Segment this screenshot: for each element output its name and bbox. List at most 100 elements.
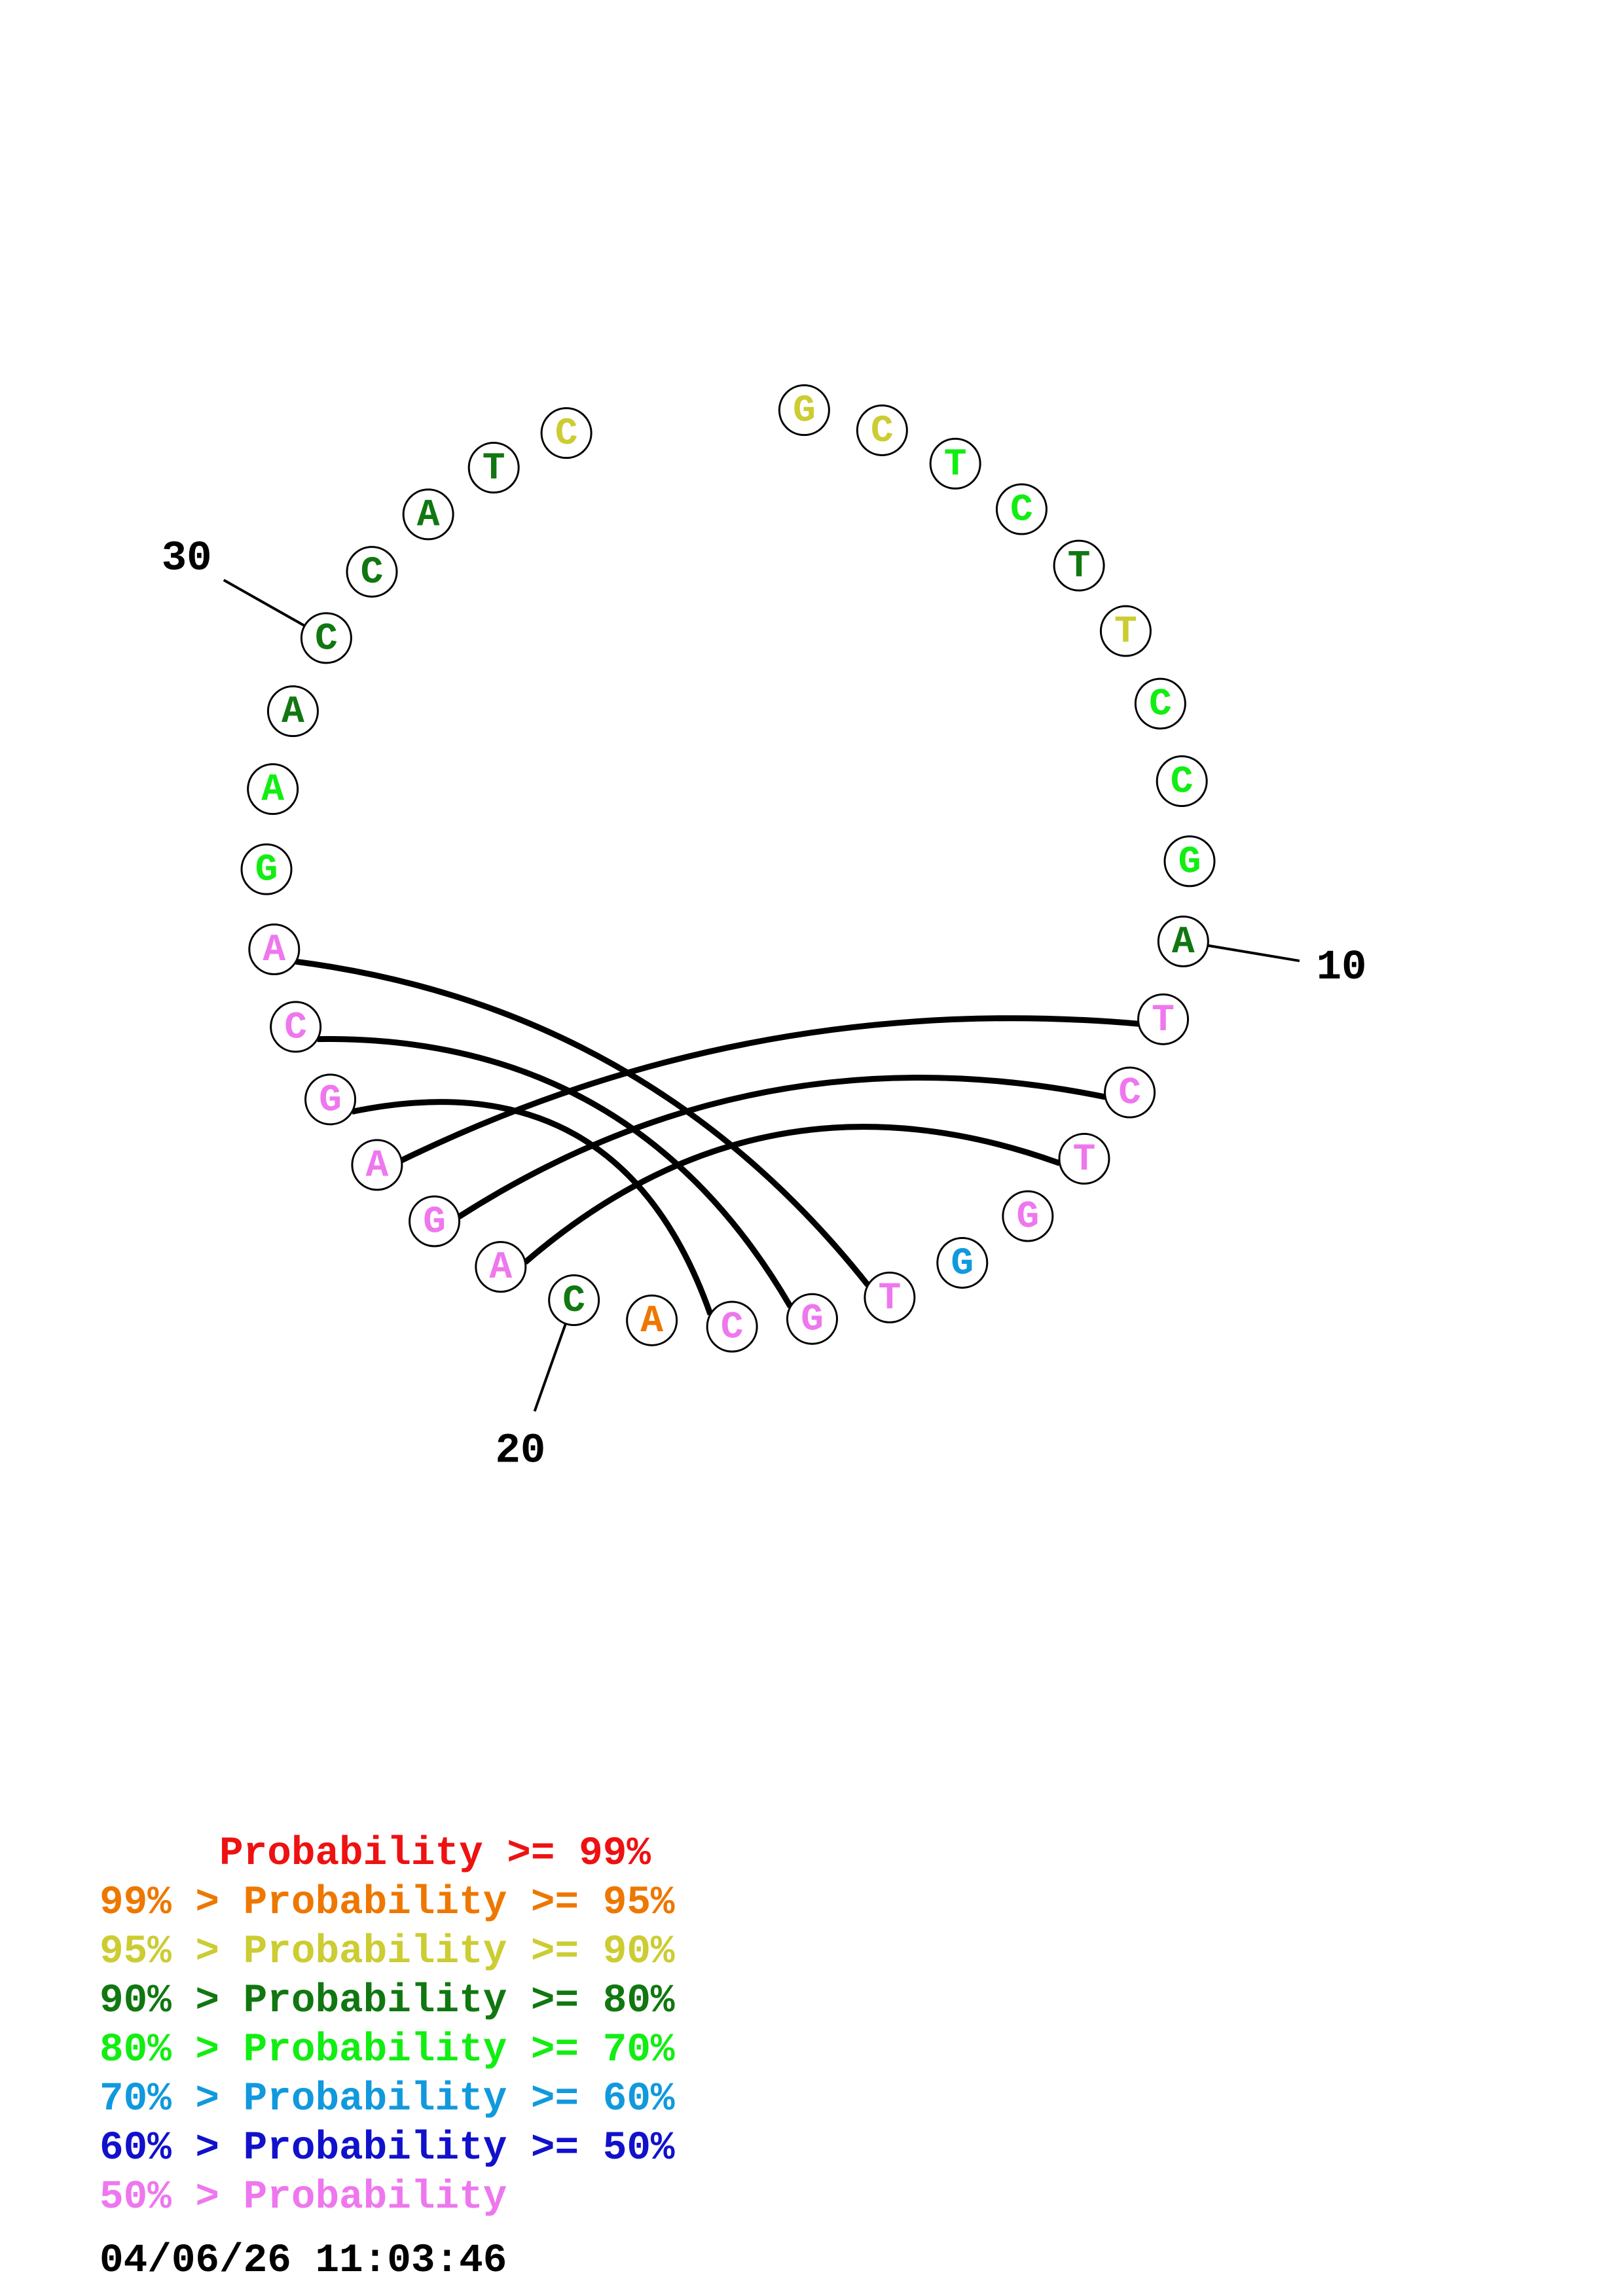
nucleotide-23: A bbox=[351, 1139, 403, 1191]
nucleotide-circle bbox=[786, 1293, 838, 1345]
nucleotide-2: C bbox=[856, 404, 908, 456]
nucleotide-letter: A bbox=[263, 929, 285, 972]
nucleotide-letter: T bbox=[878, 1278, 901, 1320]
legend-entry-p60: 70% > Probability >= 60% bbox=[100, 2077, 675, 2122]
nucleotide-circle bbox=[402, 488, 454, 541]
nucleotide-letter: A bbox=[282, 691, 304, 734]
nucleotide-34: C bbox=[540, 407, 593, 459]
nucleotide-16: T bbox=[864, 1271, 916, 1323]
pair-arc-18-24 bbox=[351, 1099, 714, 1316]
legend-entry-p70: 80% > Probability >= 70% bbox=[100, 2028, 675, 2073]
position-label-20: 20 bbox=[495, 1428, 545, 1475]
nucleotide-letter: T bbox=[483, 448, 505, 490]
nucleotide-letter: C bbox=[284, 1007, 307, 1049]
nucleotide-letter: C bbox=[1171, 761, 1194, 804]
nucleotide-17: G bbox=[786, 1293, 838, 1345]
legend-entry-plt50: 50% > Probability bbox=[100, 2175, 507, 2220]
nucleotide-letter: G bbox=[1016, 1196, 1039, 1239]
nucleotide-circle bbox=[248, 923, 301, 975]
nucleotide-circle bbox=[1157, 915, 1209, 967]
position-label-30: 30 bbox=[162, 535, 212, 583]
nucleotide-28: A bbox=[247, 763, 299, 816]
pair-arc-16-26 bbox=[295, 958, 871, 1287]
nucleotide-letter: G bbox=[793, 390, 816, 433]
nucleotide-letter: T bbox=[1073, 1139, 1096, 1181]
nucleotide-15: G bbox=[936, 1236, 989, 1289]
nucleotide-14: G bbox=[1002, 1190, 1054, 1242]
nucleotide-22: G bbox=[409, 1195, 461, 1247]
nucleotide-letter: C bbox=[721, 1306, 744, 1349]
nucleotide-letter: A bbox=[640, 1300, 663, 1343]
nucleotide-10: A bbox=[1157, 915, 1209, 967]
nucleotide-letter: G bbox=[1178, 841, 1201, 884]
nucleotide-letter: C bbox=[361, 552, 384, 594]
nucleotide-3: T bbox=[929, 437, 981, 490]
nucleotide-circle bbox=[346, 546, 398, 598]
position-tick-20 bbox=[533, 1323, 567, 1412]
nucleotide-circle bbox=[1134, 677, 1186, 730]
nucleotide-circle bbox=[304, 1073, 357, 1126]
position-tick-30 bbox=[223, 579, 306, 627]
nucleotide-letter: A bbox=[489, 1247, 512, 1289]
nucleotide-9: G bbox=[1163, 835, 1216, 888]
nucleotide-circle bbox=[1053, 539, 1105, 592]
nucleotide-circle bbox=[540, 407, 593, 459]
nucleotide-circle bbox=[548, 1274, 600, 1327]
nucleotide-29: A bbox=[266, 685, 319, 738]
nucleotide-letter: T bbox=[944, 444, 967, 486]
legend-entry-p90: 95% > Probability >= 90% bbox=[100, 1929, 675, 1975]
nucleotide-circle bbox=[300, 612, 352, 664]
pair-arc-11-23 bbox=[400, 1015, 1139, 1163]
legend-entry-p95: 99% > Probability >= 95% bbox=[100, 1880, 675, 1926]
nucleotide-4: C bbox=[995, 483, 1048, 535]
nucleotide-26: A bbox=[248, 923, 301, 975]
nucleotide-circle bbox=[778, 384, 830, 437]
nucleotide-letter: C bbox=[1149, 684, 1172, 726]
nucleotide-letter: A bbox=[366, 1145, 389, 1187]
position-tick-10 bbox=[1207, 944, 1300, 963]
nucleotide-24: G bbox=[304, 1073, 357, 1126]
nucleotide-circle bbox=[929, 437, 981, 490]
nucleotide-circle bbox=[1163, 835, 1216, 888]
nucleotide-circle bbox=[351, 1139, 403, 1191]
pair-arc-13-21 bbox=[523, 1124, 1061, 1265]
nucleotide-circle bbox=[475, 1241, 527, 1293]
nucleotide-circle bbox=[270, 1001, 322, 1053]
nucleotide-12: C bbox=[1104, 1066, 1156, 1119]
nucleotide-circle bbox=[1104, 1066, 1156, 1119]
nucleotide-8: C bbox=[1156, 755, 1208, 808]
nucleotide-letter: G bbox=[319, 1079, 342, 1122]
nucleotide-19: A bbox=[626, 1294, 678, 1346]
nucleotide-letter: C bbox=[1118, 1073, 1141, 1115]
nucleotide-letter: C bbox=[871, 410, 894, 453]
nucleotide-32: A bbox=[402, 488, 454, 541]
nucleotide-circle bbox=[467, 442, 520, 494]
nucleotide-5: T bbox=[1053, 539, 1105, 592]
nucleotide-31: C bbox=[346, 546, 398, 598]
nucleotide-letter: T bbox=[1114, 611, 1137, 654]
nucleotide-6: T bbox=[1099, 605, 1152, 657]
nucleotide-letter: T bbox=[1152, 999, 1175, 1042]
nucleotide-letter: G bbox=[423, 1201, 446, 1244]
nucleotide-25: C bbox=[270, 1001, 322, 1053]
nucleotide-letter: G bbox=[255, 850, 278, 892]
pair-arc-12-22 bbox=[457, 1074, 1106, 1219]
nucleotide-20: C bbox=[548, 1274, 600, 1327]
nucleotide-11: T bbox=[1137, 993, 1190, 1045]
nucleotide-13: T bbox=[1058, 1132, 1110, 1185]
nucleotide-letter: G bbox=[951, 1243, 974, 1285]
nucleotide-letter: T bbox=[1068, 546, 1091, 588]
nucleotide-letter: G bbox=[801, 1299, 824, 1342]
nucleotide-circle bbox=[626, 1294, 678, 1346]
nucleotide-circle bbox=[247, 763, 299, 816]
nucleotide-circle bbox=[1002, 1190, 1054, 1242]
legend-entry-p99: Probability >= 99% bbox=[100, 1831, 651, 1876]
nucleotide-letter: C bbox=[555, 413, 578, 456]
nucleotide-letter: C bbox=[315, 618, 338, 660]
nucleotide-1: G bbox=[778, 384, 830, 437]
nucleotide-letter: C bbox=[1010, 490, 1033, 532]
nucleotide-letter: A bbox=[261, 769, 284, 812]
nucleotide-21: A bbox=[475, 1241, 527, 1293]
